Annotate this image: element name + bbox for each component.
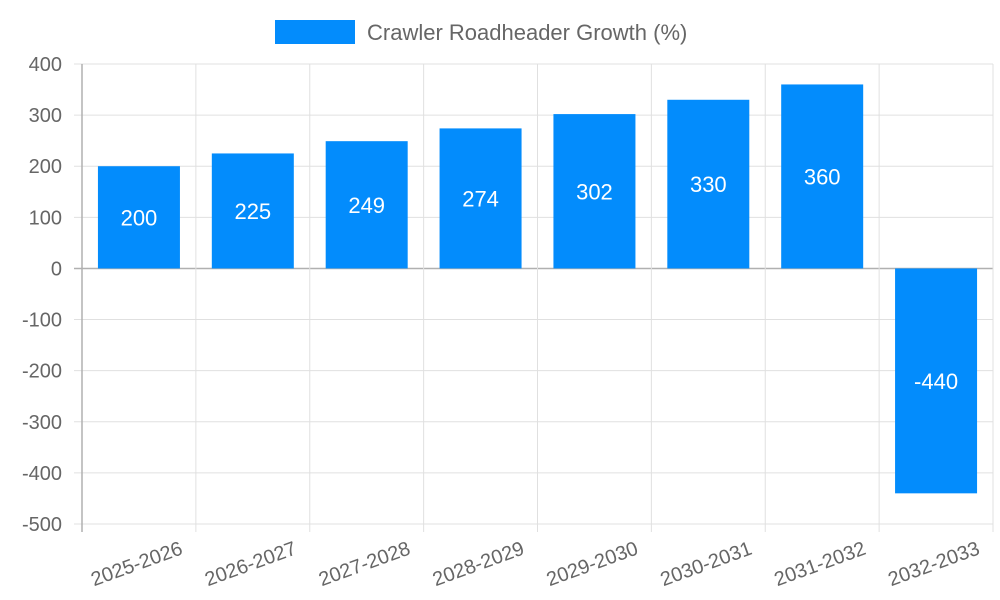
bar-value-label: 360 <box>804 164 841 189</box>
bar[interactable] <box>97 166 180 269</box>
x-tick-label: 2025-2026 <box>88 538 185 591</box>
y-tick-label: -500 <box>22 514 62 536</box>
x-tick-label: 2032-2033 <box>885 538 982 591</box>
y-tick-label: 0 <box>51 258 62 280</box>
legend-swatch <box>275 20 355 44</box>
bars: 200 225 249 274 302 330 360 -440 <box>97 84 978 494</box>
gridlines <box>74 63 994 532</box>
bar-value-label: 249 <box>348 193 385 218</box>
y-tick-label: -200 <box>22 361 62 383</box>
bar[interactable] <box>439 128 522 269</box>
bar[interactable] <box>553 114 636 269</box>
y-tick-label: 200 <box>29 156 62 178</box>
x-tick-label: 2027-2028 <box>316 538 413 591</box>
x-axis: 2025-2026 2026-2027 2027-2028 2028-2029 2029… <box>88 538 983 591</box>
legend-label: Crawler Roadheader Growth (%) <box>367 20 687 45</box>
y-tick-label: 400 <box>29 54 62 76</box>
bar[interactable] <box>895 268 978 494</box>
y-tick-label: -100 <box>22 310 62 332</box>
y-tick-label: -400 <box>22 463 62 485</box>
y-tick-label: -300 <box>22 412 62 434</box>
bar-value-label: 225 <box>234 199 271 224</box>
bar[interactable] <box>325 141 408 269</box>
x-tick-label: 2026-2027 <box>202 538 299 591</box>
bar-value-label: 200 <box>121 205 158 230</box>
bar[interactable] <box>211 153 294 269</box>
bar[interactable] <box>667 99 750 269</box>
bar[interactable] <box>781 84 864 269</box>
bar-value-label: 274 <box>462 186 499 211</box>
x-tick-label: 2030-2031 <box>658 538 755 591</box>
x-tick-label: 2028-2029 <box>430 538 527 591</box>
bar-value-label: 302 <box>576 179 613 204</box>
bar-value-label: -440 <box>914 369 958 394</box>
y-tick-label: 100 <box>29 207 62 229</box>
legend[interactable]: Crawler Roadheader Growth (%) <box>275 20 687 45</box>
x-tick-label: 2031-2032 <box>771 538 868 591</box>
bar-value-label: 330 <box>690 172 727 197</box>
y-axis: 400 300 200 100 0 -100 -200 -300 -400 -500 <box>22 54 62 536</box>
x-tick-label: 2029-2030 <box>544 538 641 591</box>
y-tick-label: 300 <box>29 105 62 127</box>
